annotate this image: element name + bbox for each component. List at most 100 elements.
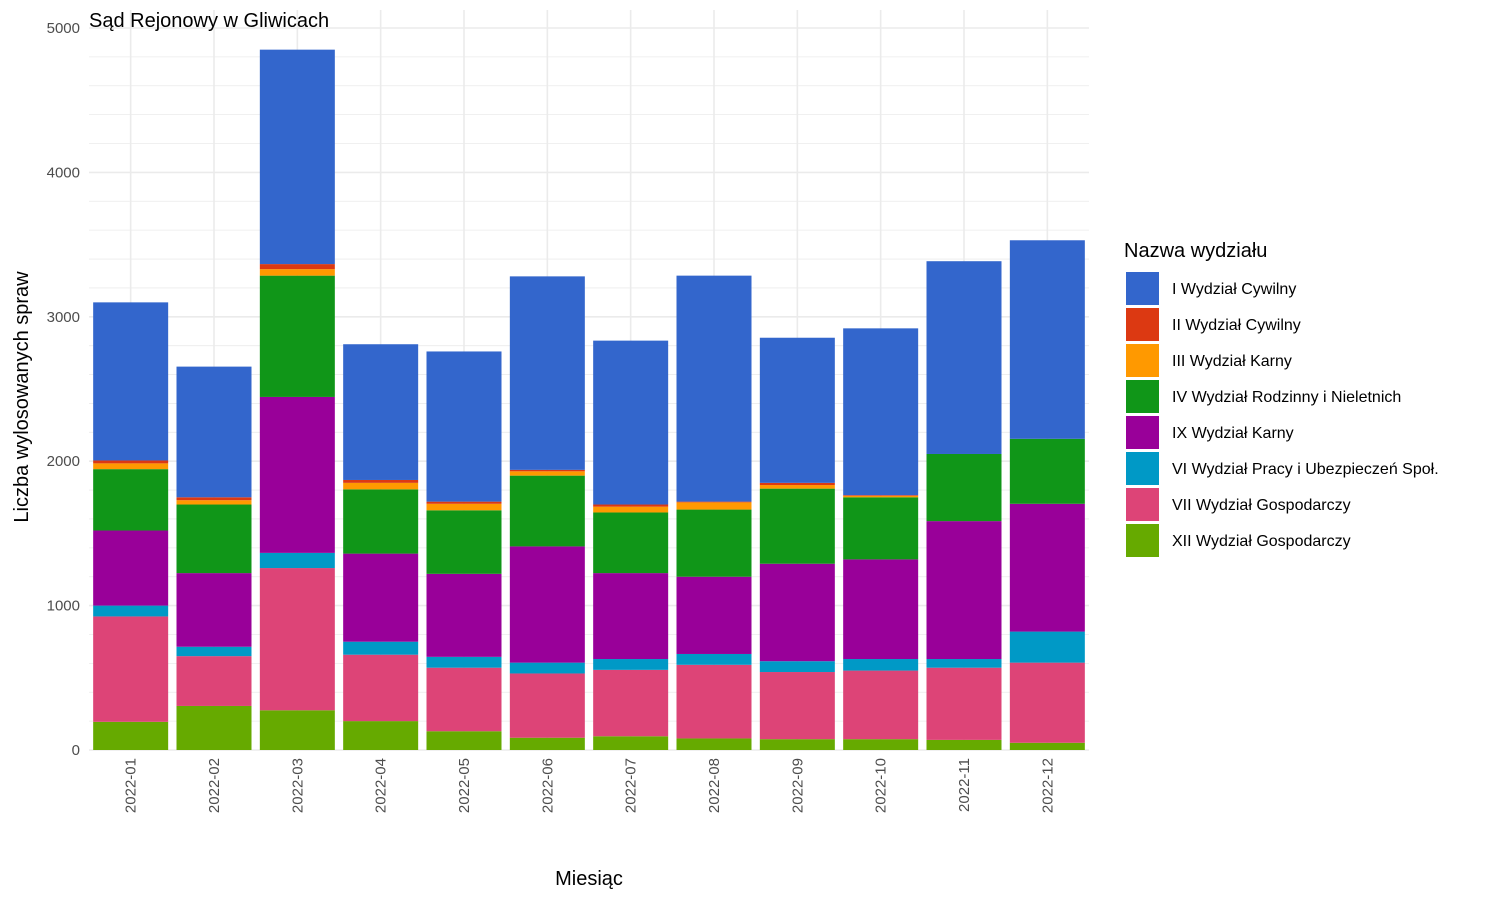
x-tick-label: 2022-04	[373, 758, 390, 813]
x-tick-label: 2022-03	[289, 758, 306, 813]
bar-segment	[843, 659, 919, 671]
y-tick-label: 3000	[47, 309, 80, 326]
bar-segment	[843, 739, 919, 750]
legend-swatch	[1126, 380, 1159, 413]
x-tick-label: 2022-10	[873, 758, 890, 813]
legend-label: VII Wydział Gospodarczy	[1172, 497, 1351, 514]
bar-segment	[509, 475, 585, 547]
bar-segment	[93, 605, 169, 617]
y-tick-label: 4000	[47, 164, 80, 181]
bar-segment	[176, 705, 252, 750]
bar-segment	[593, 340, 669, 505]
bar-segment	[593, 669, 669, 737]
bar-segment	[259, 275, 335, 397]
bar-segment	[1009, 503, 1085, 632]
bar-segment	[426, 510, 502, 574]
bar-segment	[1009, 742, 1085, 750]
bar-segment	[759, 488, 835, 564]
bar-segment	[93, 469, 169, 531]
x-axis-ticks: 2022-01 2022-02 2022-03 2022-04 2022-05 2022-…	[123, 758, 1057, 813]
bar-segment	[759, 672, 835, 740]
bar-segment	[343, 721, 419, 750]
x-tick-label: 2022-02	[206, 758, 223, 813]
bar-segment	[843, 559, 919, 660]
bar-segment	[593, 659, 669, 670]
bars	[93, 49, 1085, 750]
bar-segment	[343, 654, 419, 722]
legend-swatch	[1126, 344, 1159, 377]
bar-segment	[259, 269, 335, 276]
x-tick-label: 2022-12	[1039, 758, 1056, 813]
bar-segment	[843, 328, 919, 496]
bar-segment	[759, 563, 835, 662]
y-tick-label: 5000	[47, 20, 80, 37]
bar-segment	[926, 659, 1002, 668]
y-axis-title: Liczba wylosowanych spraw	[11, 271, 33, 523]
bar-segment	[926, 521, 1002, 660]
legend-label: II Wydział Cywilny	[1172, 317, 1301, 334]
bar-segment	[509, 276, 585, 470]
bar-segment	[259, 568, 335, 711]
bar-segment	[93, 302, 169, 461]
bar-segment	[759, 485, 835, 489]
bar-segment	[93, 463, 169, 470]
bar-segment	[509, 546, 585, 663]
bar-segment	[343, 344, 419, 480]
legend-swatch	[1126, 488, 1159, 521]
bar-segment	[676, 664, 752, 739]
x-tick-label: 2022-11	[956, 758, 973, 812]
bar-segment	[176, 366, 252, 498]
bar-segment	[593, 506, 669, 513]
x-tick-label: 2022-05	[456, 758, 473, 813]
bar-segment	[426, 501, 502, 504]
y-axis-ticks: 0 1000 2000 3000 4000 5000	[47, 20, 80, 759]
bar-segment	[676, 576, 752, 654]
x-tick-label: 2022-01	[123, 758, 140, 813]
bar-segment	[509, 662, 585, 674]
bar-segment	[509, 471, 585, 476]
bar-segment	[593, 512, 669, 574]
legend-label: III Wydział Karny	[1172, 353, 1292, 370]
bar-segment	[509, 673, 585, 738]
bar-segment	[926, 453, 1002, 522]
bar-segment	[259, 264, 335, 270]
y-tick-label: 1000	[47, 598, 80, 615]
bar-segment	[759, 337, 835, 483]
bar-segment	[509, 737, 585, 750]
bar-segment	[759, 661, 835, 673]
bar-segment	[343, 479, 419, 483]
bar-segment	[93, 460, 169, 464]
bar-segment	[259, 396, 335, 553]
y-tick-label: 2000	[47, 453, 80, 470]
bar-segment	[593, 573, 669, 660]
bar-segment	[676, 653, 752, 665]
legend-swatch	[1126, 308, 1159, 341]
bar-segment	[1009, 662, 1085, 743]
legend-label: XII Wydział Gospodarczy	[1172, 533, 1351, 550]
bar-segment	[926, 667, 1002, 740]
bar-segment	[426, 656, 502, 668]
bar-segment	[259, 710, 335, 750]
x-tick-label: 2022-07	[623, 758, 640, 813]
bar-segment	[843, 495, 919, 498]
legend-label: IV Wydział Rodzinny i Nieletnich	[1172, 389, 1401, 406]
bar-segment	[176, 573, 252, 647]
bar-segment	[93, 721, 169, 750]
legend-swatch	[1126, 524, 1159, 557]
bar-segment	[426, 573, 502, 657]
bar-segment	[343, 489, 419, 554]
bar-segment	[676, 509, 752, 577]
bar-segment	[426, 731, 502, 750]
bar-segment	[343, 553, 419, 642]
bar-segment	[1009, 240, 1085, 439]
bar-segment	[176, 500, 252, 505]
bar-segment	[926, 261, 1002, 454]
bar-segment	[676, 501, 752, 503]
bar-segment	[593, 504, 669, 507]
bar-segment	[1009, 438, 1085, 504]
bar-segment	[93, 616, 169, 722]
bar-segment	[843, 495, 919, 496]
bar-segment	[343, 641, 419, 655]
bar-segment	[926, 739, 1002, 750]
